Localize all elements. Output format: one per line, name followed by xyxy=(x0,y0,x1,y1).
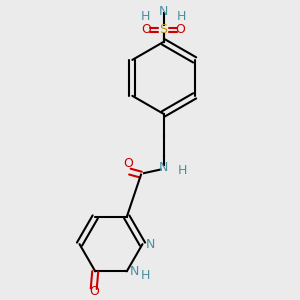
Text: O: O xyxy=(124,157,133,170)
Text: S: S xyxy=(160,23,167,37)
Text: N: N xyxy=(146,238,155,250)
Text: N: N xyxy=(159,5,168,18)
Text: H: H xyxy=(141,10,150,23)
Text: H: H xyxy=(141,269,151,282)
Text: O: O xyxy=(89,285,99,298)
Text: O: O xyxy=(176,23,185,37)
Text: O: O xyxy=(142,23,151,37)
Text: N: N xyxy=(159,160,168,174)
Text: H: H xyxy=(178,164,187,177)
Text: H: H xyxy=(177,10,186,23)
Text: N: N xyxy=(130,265,139,278)
